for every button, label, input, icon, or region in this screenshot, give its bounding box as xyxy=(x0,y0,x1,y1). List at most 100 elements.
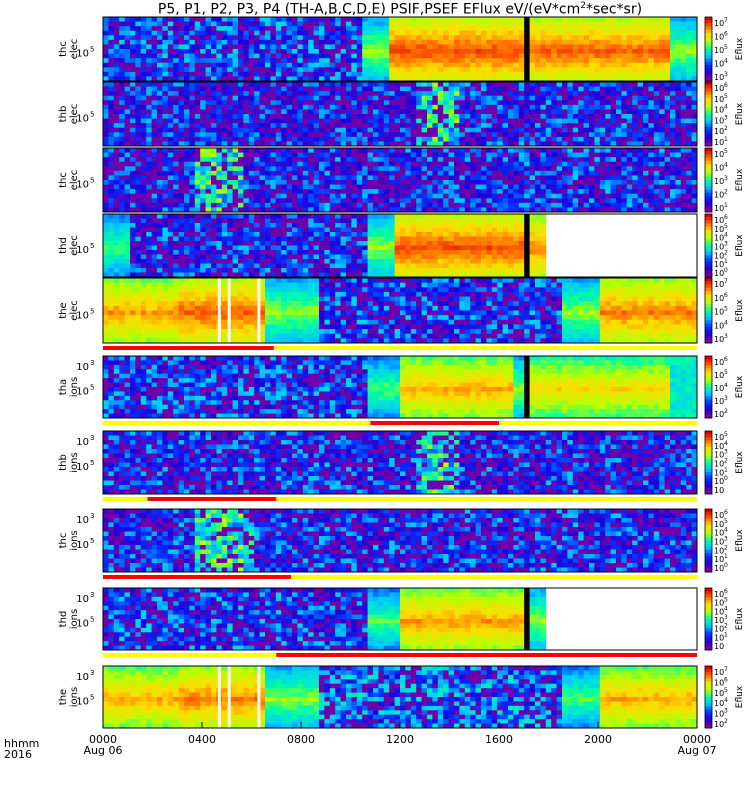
colorbar-tick: 10 xyxy=(714,150,724,159)
colorbar-tick-exp: 3 xyxy=(724,333,728,340)
colorbar-tick-exp: 6 xyxy=(724,31,728,38)
colorbar-tick: 10 xyxy=(714,460,724,469)
colorbar-tick-exp: 3 xyxy=(724,241,728,248)
colorbar-tick: 10 xyxy=(714,308,724,317)
colorbar-tick: 10 xyxy=(714,555,724,564)
x-tick-label: 0400 xyxy=(188,733,216,746)
panel-label-species: ions xyxy=(69,530,80,550)
y-tick-label: 10 xyxy=(76,515,89,526)
colorbar-label: Eflux xyxy=(735,299,745,322)
colorbar-tick-exp: 2 xyxy=(724,544,728,551)
y-tick-label: 10 xyxy=(76,310,89,321)
y-tick-exp: 5 xyxy=(90,459,94,467)
colorbar-tick: 10 xyxy=(714,84,724,93)
panel-frame xyxy=(102,430,698,495)
colorbar-tick-exp: 4 xyxy=(724,382,728,389)
colorbar-tick: 10 xyxy=(714,468,724,477)
colorbar-tick: 10 xyxy=(714,127,724,136)
colorbar-tick-exp: 3 xyxy=(724,175,728,182)
colorbar-tick: 10 xyxy=(714,607,724,616)
colorbar-tick-exp: 3 xyxy=(724,614,728,621)
colorbar-tick: 10 xyxy=(714,699,724,708)
gap-line xyxy=(227,666,231,728)
colorbar-tick: 10 xyxy=(714,599,724,608)
panel-frame xyxy=(102,16,698,82)
panel-label-probe: thb xyxy=(58,106,69,123)
colorbar-tick-exp: 6 xyxy=(724,356,728,363)
panel-label-probe: thc xyxy=(58,172,69,188)
gap-line xyxy=(257,278,261,343)
colorbar-tick: 10 xyxy=(714,177,724,186)
colorbar-tick-exp: 3 xyxy=(724,708,728,715)
x-tick-label: 0000 xyxy=(89,733,117,746)
colorbar-tick: 10 xyxy=(714,511,724,520)
y-tick-label: 10 xyxy=(76,618,89,629)
colorbar-tick: 10 xyxy=(714,564,724,573)
colorbar-tick-exp: 2 xyxy=(724,189,728,196)
colorbar-tick: 10 xyxy=(714,371,724,380)
colorbar-tick: 10 xyxy=(714,116,724,125)
y-tick-exp: 3 xyxy=(90,669,94,677)
colorbar-tick-exp: 5 xyxy=(724,148,728,155)
colorbar-tick: 10 xyxy=(714,410,724,419)
y-tick-label: 10 xyxy=(76,462,89,473)
mode-bar-segment xyxy=(103,497,697,501)
colorbar-tick: 10 xyxy=(714,442,724,451)
colorbar-label: Eflux xyxy=(735,168,745,191)
mode-bar-segment xyxy=(370,421,499,425)
colorbar-tick: 10 xyxy=(714,60,724,69)
colorbar-tick: 10 xyxy=(714,616,724,625)
colorbar-tick: 10 xyxy=(714,234,724,243)
gap-line xyxy=(257,666,261,728)
colorbar-tick-exp: 0 xyxy=(724,562,728,569)
colorbar-tick-exp: 6 xyxy=(724,509,728,516)
y-tick-label: 10 xyxy=(76,386,89,397)
y-tick-label: 10 xyxy=(76,49,89,60)
mode-bar-segment xyxy=(103,346,274,350)
panel-label-species: elec xyxy=(69,39,80,60)
colorbar-tick: 10 xyxy=(714,106,724,115)
panel-label-probe: thc xyxy=(58,41,69,57)
panel-frame xyxy=(102,81,698,147)
y-tick-exp: 5 xyxy=(90,537,94,545)
panel-frame xyxy=(102,508,698,573)
colorbar-tick-exp: 1 xyxy=(724,136,728,143)
y-tick-exp: 3 xyxy=(90,359,94,367)
mode-bar-segment xyxy=(147,497,277,501)
y-tick-exp: 5 xyxy=(90,46,94,54)
colorbar-tick-exp: 5 xyxy=(724,44,728,51)
panel-label-probe: thd xyxy=(58,611,69,628)
colorbar-tick-exp: 6 xyxy=(724,214,728,221)
colorbar-tick-exp: 3 xyxy=(724,395,728,402)
colorbar-tick: 10 xyxy=(714,668,724,677)
colorbar-tick-exp: 4 xyxy=(724,162,728,169)
panel-label-species: ions xyxy=(69,452,80,472)
y-tick-exp: 5 xyxy=(90,693,94,701)
colorbar-tick-exp: 6 xyxy=(724,676,728,683)
colorbar-tick: 10 xyxy=(714,477,724,486)
colorbar-tick-exp: 5 xyxy=(724,369,728,376)
panel-label-probe: the xyxy=(58,689,69,705)
colorbar-tick: 10 xyxy=(714,269,724,278)
gap-line xyxy=(217,666,221,728)
colorbar-tick: 10 xyxy=(714,633,724,642)
panel-label-probe: tha xyxy=(58,379,69,395)
colorbar-tick: 10 xyxy=(714,486,724,495)
colorbar-tick: 10 xyxy=(714,73,724,82)
colorbar-tick-exp: 4 xyxy=(724,527,728,534)
gap-line xyxy=(217,278,221,343)
panel-label-probe: thd xyxy=(58,237,69,254)
